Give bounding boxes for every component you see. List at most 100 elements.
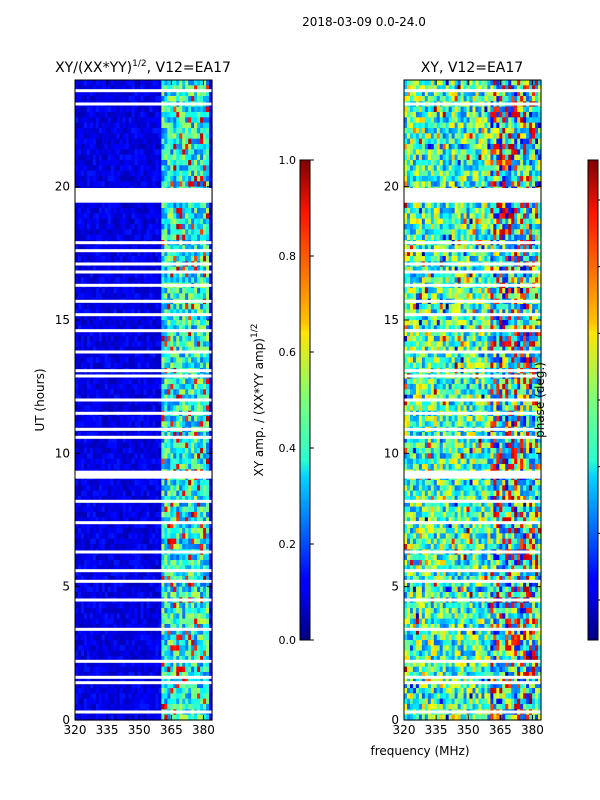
heatmap-cell xyxy=(203,506,207,513)
heatmap-cell xyxy=(131,218,136,225)
heatmap-cell xyxy=(134,394,139,401)
heatmap-cell xyxy=(128,208,133,214)
heatmap-cell xyxy=(206,176,210,182)
heatmap-cell xyxy=(125,538,130,545)
heatmap-cell xyxy=(92,522,97,529)
heatmap-cell xyxy=(197,346,201,353)
heatmap-cell xyxy=(158,544,162,550)
heatmap-cell xyxy=(188,160,192,166)
heatmap-cell xyxy=(149,250,154,257)
heatmap-cell xyxy=(75,234,79,241)
heatmap-cell xyxy=(86,304,91,310)
heatmap-cell xyxy=(167,624,171,630)
heatmap-cell xyxy=(98,85,103,92)
heatmap-cell xyxy=(149,421,154,428)
heatmap-cell xyxy=(194,133,198,140)
heatmap-cell xyxy=(143,362,148,369)
heatmap-cell xyxy=(206,586,210,593)
heatmap-cell xyxy=(89,224,94,230)
heatmap-cell xyxy=(170,384,174,390)
heatmap-cell xyxy=(206,602,210,609)
heatmap-cell xyxy=(80,416,85,422)
heatmap-cell xyxy=(113,528,118,534)
heatmap-cell xyxy=(122,400,127,406)
heatmap-cell xyxy=(203,485,207,492)
heatmap-cell xyxy=(75,149,79,156)
heatmap-cell xyxy=(75,90,79,97)
heatmap-cell xyxy=(119,181,124,188)
heatmap-cell xyxy=(125,256,130,262)
heatmap-cell xyxy=(182,325,186,332)
heatmap-cell xyxy=(149,170,154,177)
heatmap-cell xyxy=(116,149,121,156)
heatmap-cell xyxy=(161,650,165,657)
heatmap-cell xyxy=(77,122,82,129)
heatmap-cell xyxy=(182,346,186,353)
heatmap-cell xyxy=(101,149,106,156)
heatmap-cell xyxy=(176,106,180,113)
heatmap-cell xyxy=(146,608,151,614)
heatmap-cell xyxy=(173,138,177,145)
heatmap-cell xyxy=(161,640,165,646)
heatmap-cell xyxy=(107,176,112,182)
heatmap-cell xyxy=(107,138,112,145)
heatmap-cell xyxy=(161,501,165,508)
heatmap-cell xyxy=(173,613,177,620)
heatmap-cell xyxy=(176,640,180,646)
heatmap-cell xyxy=(131,80,136,86)
heatmap-cell xyxy=(149,325,154,332)
heatmap-cell xyxy=(176,144,180,150)
heatmap-cell xyxy=(110,586,115,593)
heatmap-cell xyxy=(104,522,109,529)
heatmap-cell xyxy=(191,357,195,364)
heatmap-cell xyxy=(104,176,109,182)
heatmap-cell xyxy=(194,592,198,598)
heatmap-cell xyxy=(131,165,136,172)
heatmap-cell xyxy=(188,341,192,348)
heatmap-cell xyxy=(161,208,165,214)
heatmap-cell xyxy=(75,389,79,396)
heatmap-cell xyxy=(80,608,85,614)
heatmap-cell xyxy=(80,645,85,652)
heatmap-cell xyxy=(104,357,109,364)
heatmap-cell xyxy=(167,565,171,572)
heatmap-cell xyxy=(176,517,180,524)
heatmap-cell xyxy=(122,144,127,150)
heatmap-cell xyxy=(155,528,159,534)
heatmap-cell xyxy=(176,405,180,412)
heatmap-cell xyxy=(200,309,204,316)
heatmap-cell xyxy=(101,544,106,550)
heatmap-cell xyxy=(113,218,118,225)
heatmap-cell xyxy=(80,341,85,348)
heatmap-cell xyxy=(143,458,148,465)
heatmap-cell xyxy=(197,304,201,310)
heatmap-cell xyxy=(95,106,100,113)
heatmap-cell xyxy=(200,85,204,92)
heatmap-cell xyxy=(152,570,157,577)
heatmap-cell xyxy=(182,501,186,508)
heatmap-cell xyxy=(146,512,151,518)
heatmap-cell xyxy=(116,634,121,641)
heatmap-cell xyxy=(179,533,183,540)
heatmap-cell xyxy=(125,613,130,620)
heatmap-cell xyxy=(77,176,82,182)
heatmap-cell xyxy=(167,416,171,422)
heatmap-cell xyxy=(128,176,133,182)
heatmap-cell xyxy=(173,496,177,502)
heatmap-cell xyxy=(173,394,177,401)
heatmap-cell xyxy=(122,154,127,161)
heatmap-cell xyxy=(179,378,183,385)
heatmap-cell xyxy=(152,602,157,609)
heatmap-cell xyxy=(137,170,142,177)
heatmap-cell xyxy=(209,288,213,294)
heatmap-cell xyxy=(110,458,115,465)
heatmap-cell xyxy=(158,176,162,182)
heatmap-cell xyxy=(80,325,85,332)
heatmap-cell xyxy=(176,154,180,161)
heatmap-cell xyxy=(86,362,91,369)
heatmap-cell xyxy=(200,133,204,140)
heatmap-cell xyxy=(86,608,91,614)
heatmap-cell xyxy=(86,640,91,646)
heatmap-cell xyxy=(75,464,79,470)
heatmap-cell xyxy=(122,234,127,241)
